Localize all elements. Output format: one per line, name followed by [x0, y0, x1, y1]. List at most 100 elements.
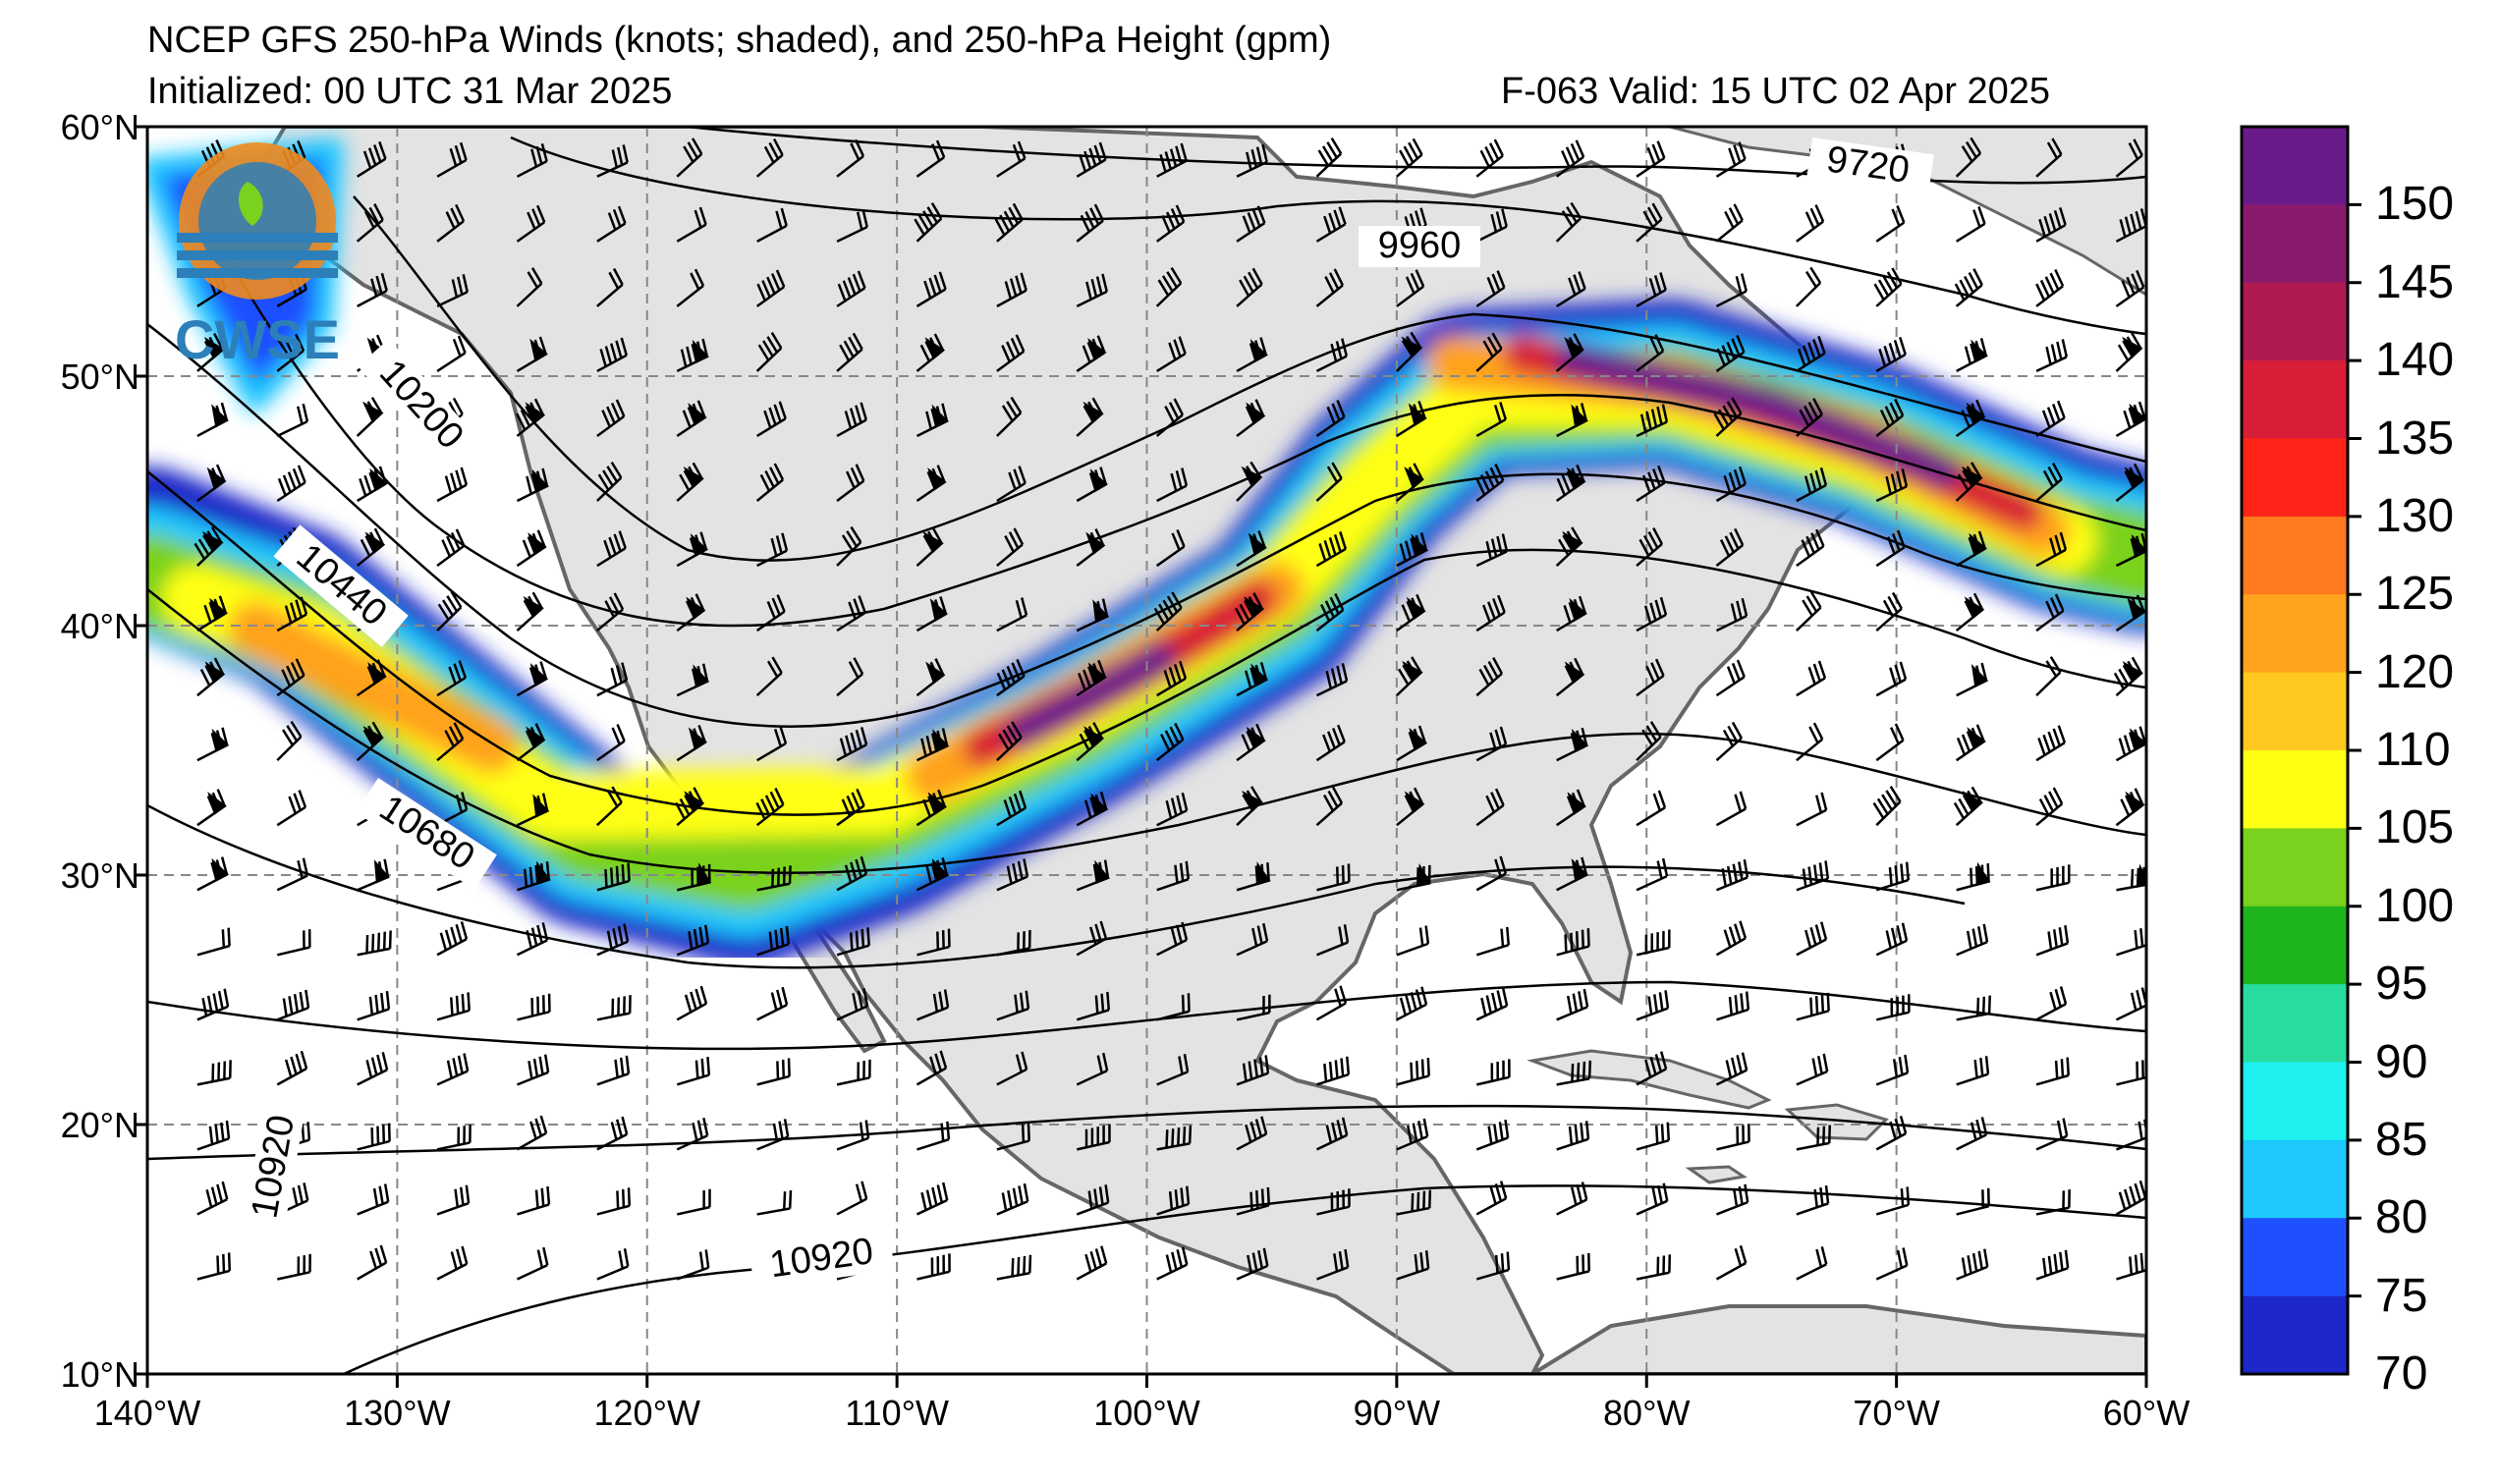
wind-barb [756, 532, 789, 568]
wind-barb [1475, 726, 1508, 762]
wind-barb [516, 336, 548, 372]
wind-barb [1636, 1051, 1668, 1086]
wind-barb [836, 332, 863, 372]
wind-barb [2035, 656, 2062, 697]
wind-barb [1236, 399, 1266, 437]
wind-barb [1236, 461, 1263, 502]
wind-barb [676, 338, 709, 373]
wind-barb [1236, 861, 1271, 892]
wind-barb [676, 400, 707, 437]
init-time: Initialized: 00 UTC 31 Mar 2025 [147, 71, 673, 112]
cuba-island [1527, 1049, 1772, 1110]
wind-barb [1316, 863, 1351, 892]
wind-barb [1715, 466, 1747, 503]
wind-barb [516, 591, 544, 632]
wind-barb [357, 466, 388, 503]
wind-barb [1636, 990, 1670, 1021]
wind-barb [2035, 400, 2066, 438]
wind-barb [2115, 594, 2146, 632]
wind-barb [516, 204, 546, 243]
wind-barb [1956, 923, 1989, 957]
wind-barb [916, 596, 949, 632]
lon-label: 110°W [845, 1393, 950, 1433]
wind-barb [1475, 1181, 1508, 1216]
wind-barb [1636, 721, 1662, 762]
wind-barb [1715, 334, 1746, 372]
wind-barb [1236, 723, 1266, 762]
wind-barb [1396, 986, 1428, 1021]
colorbar-label: 90 [2375, 1035, 2428, 1088]
wind-barb [996, 597, 1028, 632]
wind-barb [196, 657, 226, 697]
wind-barb [1715, 659, 1746, 697]
wind-barb [196, 856, 230, 892]
wind-barb [676, 725, 707, 762]
wind-barb [836, 988, 869, 1021]
wind-barb [1953, 786, 1983, 827]
wind-barb [1475, 788, 1505, 827]
colorbar-swatch [2242, 672, 2348, 751]
wind-barb [1556, 595, 1588, 632]
wind-barb [357, 140, 387, 178]
wind-barb [1715, 1052, 1749, 1086]
wind-barb [357, 272, 388, 307]
contour-label-9960: 9960 [1378, 225, 1462, 266]
wind-barb [916, 1253, 951, 1281]
wind-barb [1875, 994, 1911, 1021]
wind-barb [1875, 336, 1907, 373]
lat-label: 60°N [60, 107, 139, 147]
colorbar-label: 70 [2375, 1347, 2428, 1400]
wind-barb [516, 661, 549, 697]
wind-barb [596, 530, 627, 568]
wind-barb [1556, 727, 1589, 762]
wind-barb [436, 921, 469, 957]
wind-barb [357, 991, 391, 1021]
wind-barb [1555, 464, 1586, 503]
wind-barb [2115, 269, 2145, 307]
wind-barb [916, 658, 946, 697]
wind-barb [2115, 138, 2143, 178]
wind-barb [1716, 991, 1750, 1021]
wind-barb [436, 1124, 472, 1151]
wind-barb [1236, 1055, 1270, 1086]
wind-barb [1636, 1182, 1669, 1216]
wind-barb [916, 271, 947, 307]
colorbar-swatch [2242, 750, 2348, 829]
wind-barb [1795, 266, 1822, 307]
wind-barb [755, 656, 783, 697]
wind-barb [276, 333, 305, 372]
colorbar-label: 150 [2375, 178, 2455, 231]
wind-barb [1396, 401, 1427, 438]
wind-barb [596, 144, 629, 178]
wind-barb [1956, 530, 1987, 568]
wind-barb [1315, 1117, 1349, 1151]
wind-barb [436, 1184, 471, 1216]
wind-barb [596, 662, 629, 697]
wind-barb [1954, 268, 1983, 307]
south-america-land [1528, 1304, 2146, 1374]
wind-barb [1556, 1252, 1590, 1281]
wind-barb [194, 526, 224, 567]
wind-barb [1555, 201, 1582, 243]
wind-barb [1713, 397, 1743, 437]
colorbar-label: 135 [2375, 412, 2455, 465]
wind-barb [676, 593, 706, 632]
wind-barb [516, 398, 546, 437]
wind-barb [1156, 1246, 1189, 1281]
wind-barb [1956, 338, 1988, 373]
wind-barb [1156, 860, 1191, 892]
wind-barb [516, 1115, 548, 1151]
wind-barb [1475, 987, 1509, 1021]
wind-barb [196, 464, 227, 503]
wind-barb [1315, 400, 1346, 437]
wind-barb [1796, 204, 1825, 243]
wind-barb [676, 862, 712, 892]
wind-barb [1875, 1186, 1911, 1216]
wind-barb [676, 663, 710, 697]
wind-barb [755, 788, 785, 827]
wind-barb [1236, 529, 1267, 568]
wind-barb [1715, 597, 1749, 632]
wind-barb [1556, 928, 1590, 957]
wind-barb [2115, 401, 2146, 438]
wind-barb [1716, 859, 1749, 892]
